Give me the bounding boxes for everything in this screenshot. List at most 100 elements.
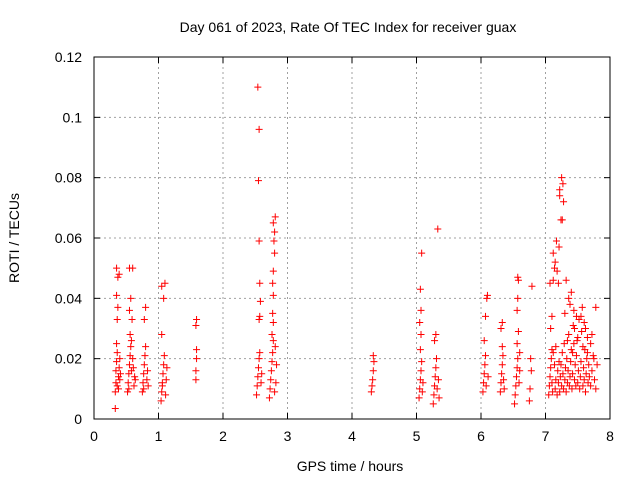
data-point <box>431 337 439 345</box>
data-point <box>435 394 443 402</box>
data-point <box>193 346 201 354</box>
data-point <box>256 349 264 357</box>
data-point <box>256 297 264 305</box>
data-point <box>254 83 262 91</box>
data-point <box>269 291 277 299</box>
data-point <box>571 325 579 332</box>
x-tick-label: 7 <box>542 428 550 444</box>
data-point <box>526 385 534 393</box>
data-point <box>144 382 152 390</box>
data-point <box>269 219 277 227</box>
data-point <box>268 331 276 339</box>
data-point <box>416 318 424 326</box>
data-point <box>140 361 148 369</box>
data-point <box>127 367 135 375</box>
data-point <box>498 370 506 378</box>
data-point <box>498 361 506 369</box>
data-point <box>574 367 582 375</box>
data-point <box>587 382 595 390</box>
data-point <box>515 379 523 387</box>
data-point <box>590 355 598 363</box>
data-point <box>271 249 279 257</box>
data-point <box>572 312 580 320</box>
data-point <box>433 385 441 393</box>
data-point <box>113 349 121 357</box>
data-point <box>112 367 120 375</box>
data-point <box>479 388 487 396</box>
y-axis-ticks: 0 0.02 0.04 0.06 0.08 0.1 0.12 <box>55 49 610 427</box>
data-point <box>512 373 520 381</box>
data-point <box>114 303 122 311</box>
data-point <box>159 370 167 378</box>
data-point <box>267 376 275 384</box>
data-point <box>417 331 425 339</box>
data-point <box>567 358 575 366</box>
data-point <box>131 373 139 381</box>
data-point <box>564 367 572 375</box>
data-point <box>253 391 261 399</box>
data-point <box>124 388 132 396</box>
data-point <box>193 355 201 363</box>
data-point <box>419 379 427 387</box>
data-point <box>431 373 439 381</box>
data-point <box>583 355 591 363</box>
data-point <box>500 376 508 384</box>
data-point <box>125 306 133 314</box>
data-point <box>567 346 575 354</box>
data-point <box>265 394 273 402</box>
data-point <box>255 355 263 363</box>
data-point <box>271 343 279 351</box>
data-point <box>582 370 590 378</box>
data-point <box>271 228 279 236</box>
data-point <box>192 321 200 329</box>
data-point <box>588 331 596 339</box>
data-point <box>554 367 562 375</box>
data-point <box>112 379 120 387</box>
data-point <box>546 373 554 381</box>
data-point <box>269 309 277 317</box>
data-point <box>140 370 148 378</box>
data-point <box>588 367 596 375</box>
data-point <box>255 315 263 323</box>
data-point <box>561 309 569 317</box>
data-point <box>192 367 200 375</box>
data-point <box>258 370 266 378</box>
grid-lines <box>94 57 610 419</box>
data-point <box>269 279 277 287</box>
data-point <box>127 343 135 351</box>
x-tick-label: 4 <box>348 428 356 444</box>
data-point <box>160 294 168 302</box>
data-point <box>516 367 524 375</box>
data-point <box>268 358 276 366</box>
data-point <box>161 279 169 287</box>
data-point <box>484 373 492 381</box>
data-point <box>589 352 597 360</box>
data-point <box>129 264 137 272</box>
data-point <box>579 382 587 390</box>
data-point <box>482 352 490 360</box>
y-tick-label: 0.08 <box>55 170 82 186</box>
data-point <box>570 306 578 314</box>
data-point <box>483 294 491 302</box>
data-point <box>593 361 601 369</box>
data-point <box>578 328 586 336</box>
data-point <box>480 370 488 378</box>
data-point <box>511 391 519 399</box>
data-point <box>568 385 576 393</box>
data-point <box>585 361 593 369</box>
data-point <box>139 379 147 387</box>
data-point <box>572 352 580 360</box>
data-point <box>514 328 522 336</box>
data-point <box>256 312 264 320</box>
data-point <box>583 334 591 342</box>
data-point <box>367 388 375 396</box>
data-point <box>254 177 262 185</box>
data-point <box>554 279 562 287</box>
data-point <box>272 379 280 387</box>
data-point <box>113 291 121 299</box>
x-axis-label: GPS time / hours <box>297 458 404 474</box>
data-point <box>256 279 264 287</box>
data-point <box>257 379 265 387</box>
data-point <box>558 174 566 182</box>
data-point <box>267 367 275 375</box>
